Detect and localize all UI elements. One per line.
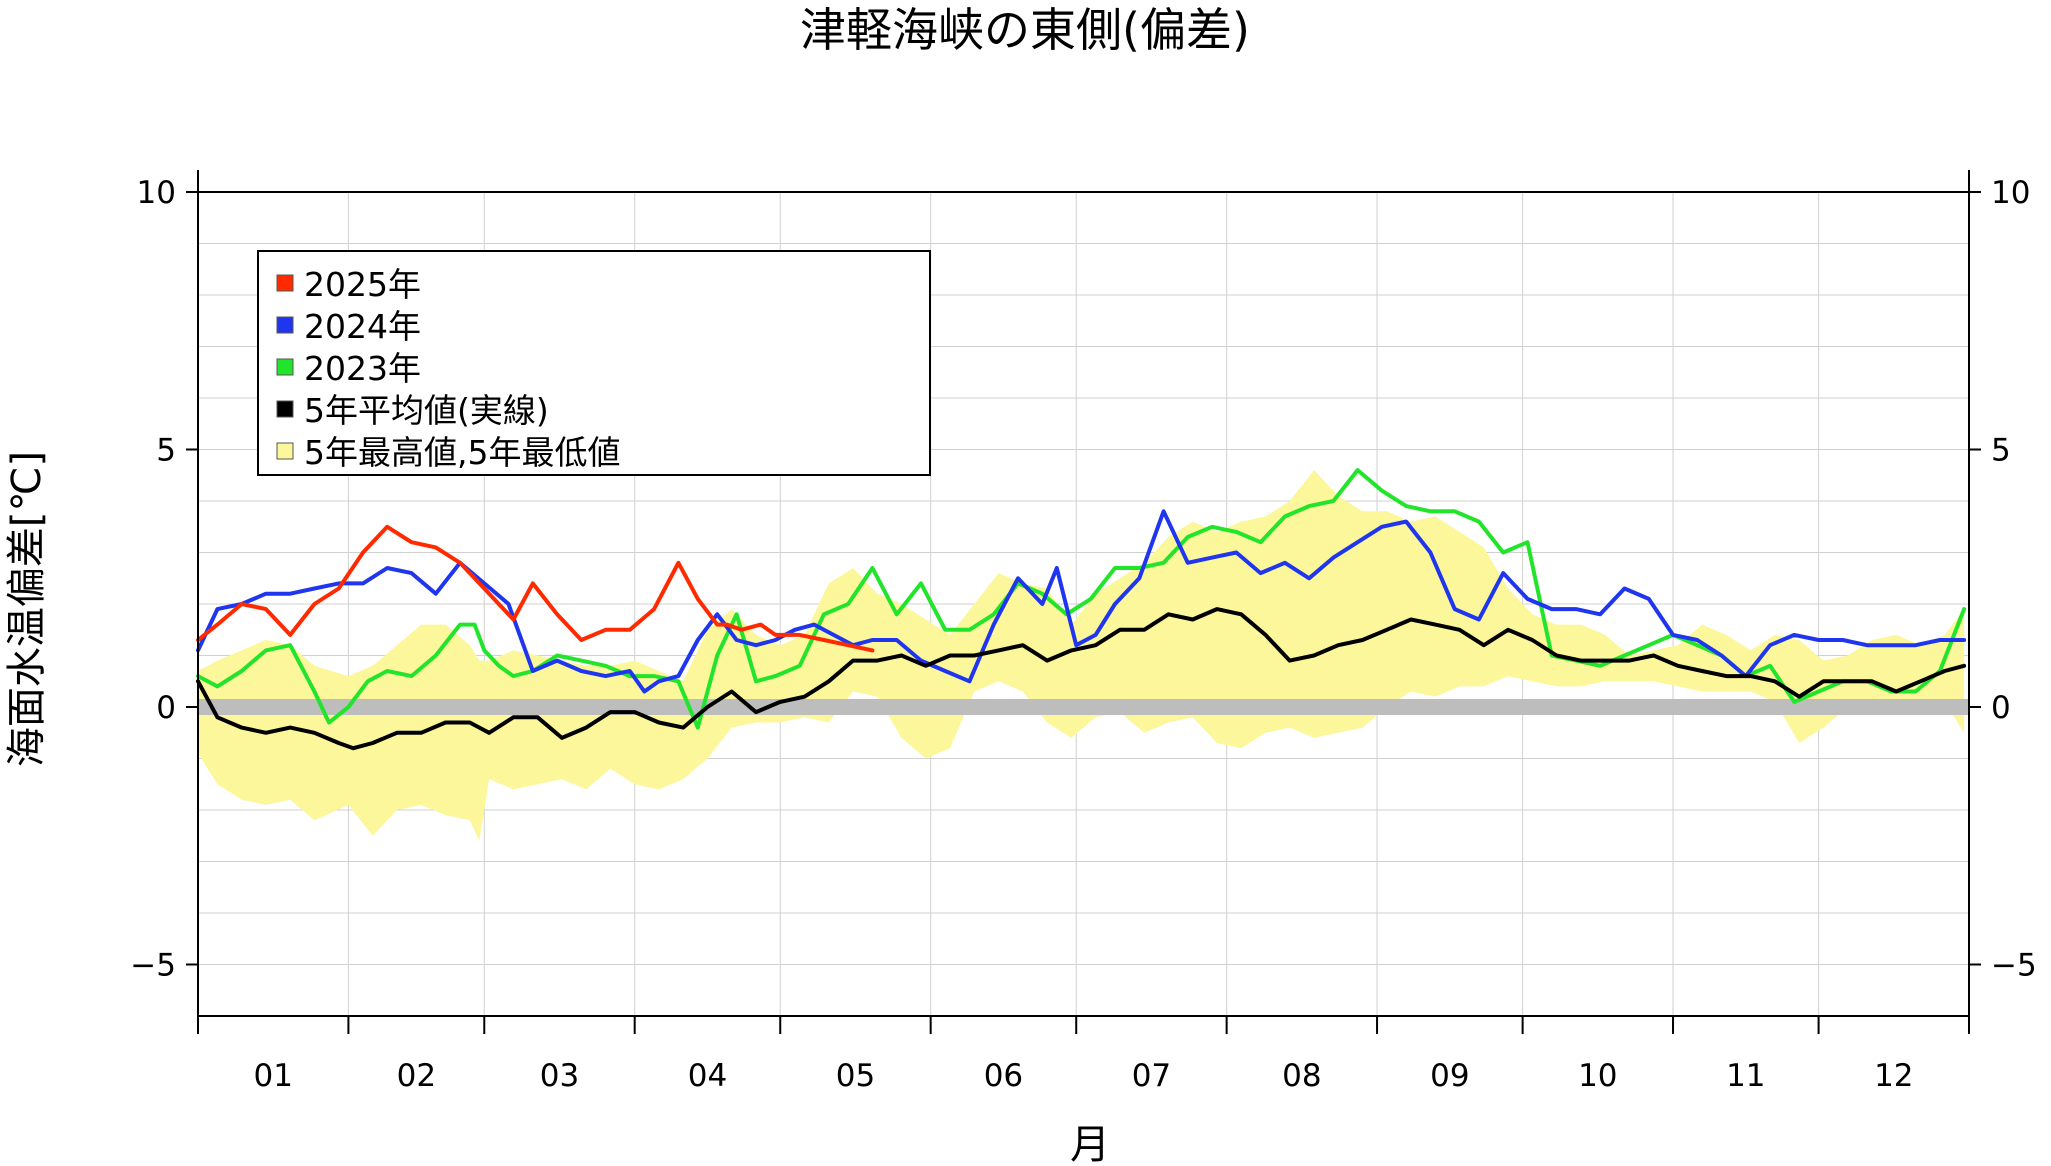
y-tick-label-left: 10	[137, 175, 176, 211]
x-tick-label: 06	[984, 1058, 1023, 1094]
y-tick-label-right: −5	[1991, 948, 2037, 984]
y-tick-label-left: 0	[156, 690, 176, 726]
legend-swatch	[276, 400, 294, 418]
y-tick-label-right: 0	[1991, 690, 2011, 726]
x-tick-label: 07	[1132, 1058, 1171, 1094]
x-tick-label: 02	[397, 1058, 436, 1094]
x-tick-label: 09	[1430, 1058, 1469, 1094]
zero-baseline	[198, 699, 1969, 715]
y-axis-label: 海面水温偏差[℃]	[4, 451, 50, 767]
axes-layer: 10 10 5 5 0 0 −5 −5 01 02 03 04 05 06 07 08 09 10 11 12	[130, 170, 2037, 1094]
legend-swatch	[276, 274, 294, 292]
band-layer	[198, 470, 1965, 841]
legend-label: 2024年	[304, 307, 421, 346]
x-tick-label: 12	[1874, 1058, 1913, 1094]
legend-label: 5年最高値,5年最低値	[304, 433, 620, 472]
x-tick-label: 08	[1282, 1058, 1321, 1094]
chart-title: 津軽海峡の東側(偏差)	[800, 3, 1250, 57]
band-max-min-area	[198, 470, 1965, 841]
x-tick-label: 10	[1578, 1058, 1617, 1094]
y-tick-label-left: 5	[156, 433, 176, 469]
plot-frame	[197, 191, 1970, 1017]
x-tick-label: 11	[1726, 1058, 1765, 1094]
x-tick-label: 04	[688, 1058, 727, 1094]
x-tick-label: 03	[540, 1058, 579, 1094]
x-tick-label: 01	[253, 1058, 292, 1094]
x-axis-label: 月	[1070, 1122, 1110, 1166]
legend-swatch	[276, 442, 294, 460]
y-tick-label-right: 10	[1991, 175, 2030, 211]
legend-swatch	[276, 316, 294, 334]
y-tick-label-left: −5	[130, 948, 176, 984]
legend-swatch	[276, 358, 294, 376]
series-line-2	[196, 509, 1967, 694]
series-line-1	[196, 524, 875, 653]
legend-label: 2025年	[304, 265, 421, 304]
series-layer	[196, 468, 1967, 751]
legend-box	[257, 250, 931, 476]
legend-label: 5年平均値(実線)	[304, 391, 549, 430]
x-tick-label: 05	[836, 1058, 875, 1094]
y-tick-label-right: 5	[1991, 433, 2011, 469]
legend-label: 2023年	[304, 349, 421, 388]
series-line-4	[196, 607, 1967, 751]
